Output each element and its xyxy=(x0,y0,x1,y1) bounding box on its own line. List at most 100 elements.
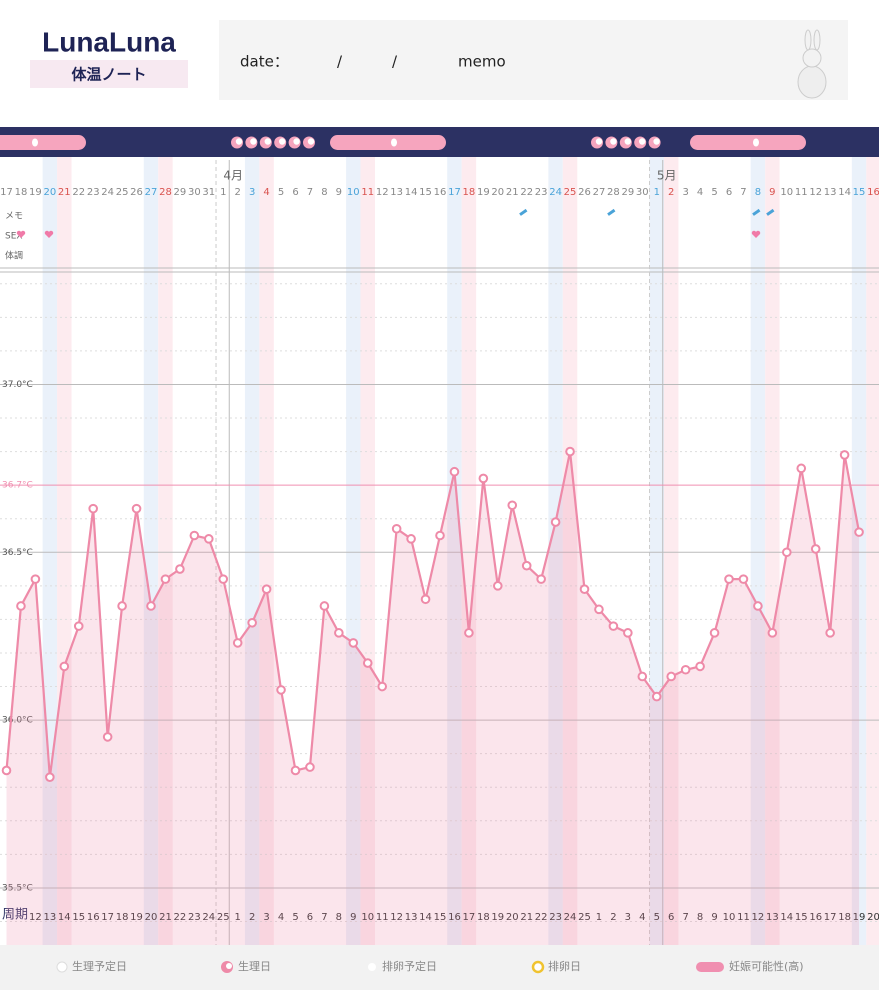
data-point xyxy=(276,685,286,695)
date-label: 5 xyxy=(278,187,284,198)
month-label: 4月 xyxy=(223,169,243,183)
data-point xyxy=(319,601,330,611)
period-icons xyxy=(231,136,661,149)
data-point xyxy=(666,671,677,682)
moon-icon xyxy=(610,138,617,145)
data-point xyxy=(59,661,70,672)
data-point xyxy=(478,473,489,484)
data-point xyxy=(680,664,691,675)
date-label: 21 xyxy=(506,187,519,198)
date-label: 22 xyxy=(520,187,533,198)
date-label: 17 xyxy=(0,187,13,198)
date-label: 26 xyxy=(130,187,143,198)
row-label: メモ xyxy=(5,212,23,222)
data-point xyxy=(305,762,315,772)
date-label: 28 xyxy=(607,187,620,198)
data-point xyxy=(420,594,431,605)
data-point xyxy=(204,534,214,544)
date-label: 28 xyxy=(159,187,172,198)
data-point xyxy=(131,503,142,514)
saturday-band xyxy=(750,157,766,945)
data-point xyxy=(449,466,460,477)
moon-icon xyxy=(595,138,603,145)
moon-icon xyxy=(293,138,300,145)
date-label: 3 xyxy=(249,187,255,198)
sunday-band xyxy=(158,157,173,945)
row-label: SEX xyxy=(5,232,23,242)
sunday-band xyxy=(562,157,578,945)
cycle-day-label: 12 xyxy=(29,912,42,923)
subtitle: 体温ノート xyxy=(71,66,146,84)
data-point xyxy=(348,638,359,648)
date-label: 31 xyxy=(202,187,215,198)
date-label: 6 xyxy=(726,187,732,198)
date-label: 17 xyxy=(448,187,461,198)
data-point xyxy=(1,765,12,776)
date-label: 14 xyxy=(838,187,851,198)
cycle-day-label: 18 xyxy=(477,912,490,923)
cycle-day-label: 23 xyxy=(549,912,562,923)
sunday-band xyxy=(765,157,780,945)
sunday-band xyxy=(360,157,375,945)
y-tick-label: 36.0°C xyxy=(2,716,33,726)
date-label: 7 xyxy=(307,187,313,198)
date-label: 8 xyxy=(755,187,761,198)
date-label: 4 xyxy=(263,187,269,198)
data-point xyxy=(189,530,200,541)
date-label: 23 xyxy=(535,187,548,198)
date-separator: / xyxy=(392,53,398,71)
subtitle-box xyxy=(30,60,188,88)
sunday-band xyxy=(866,157,879,945)
date-label: 2 xyxy=(668,187,674,198)
date-label: 25 xyxy=(116,187,129,198)
data-point xyxy=(796,463,807,474)
cycle-day-label: 8 xyxy=(697,912,703,923)
date-label: 27 xyxy=(145,187,158,198)
moon-icon xyxy=(307,138,315,145)
moon-icon xyxy=(624,138,631,145)
date-label: 9 xyxy=(336,187,342,198)
moon-icon xyxy=(639,138,646,145)
memo-box xyxy=(219,20,848,100)
data-point xyxy=(464,628,474,638)
cycle-day-label: 14 xyxy=(58,912,71,923)
cycle-day-label: 25 xyxy=(217,912,230,923)
data-point xyxy=(839,450,850,460)
cycle-day-label: 22 xyxy=(174,912,187,923)
cycle-day-label: 10 xyxy=(361,912,374,923)
data-point xyxy=(854,527,864,537)
cycle-day-label: 15 xyxy=(434,912,447,923)
cycle-day-label: 2 xyxy=(610,912,616,923)
data-point xyxy=(45,772,55,782)
data-point xyxy=(651,691,662,702)
date-label: 27 xyxy=(593,187,606,198)
cycle-day-label: 17 xyxy=(463,912,476,923)
cycle-day-label: 5 xyxy=(654,912,660,923)
y-tick-label: 36.5°C xyxy=(2,548,33,558)
area xyxy=(6,451,860,945)
memo-label: memo xyxy=(458,53,506,71)
data-point xyxy=(247,617,257,628)
date-label: 1 xyxy=(220,187,226,198)
cycle-day-label: 12 xyxy=(752,912,765,923)
cycle-day-label: 11 xyxy=(737,912,750,923)
cycle-day-label: 22 xyxy=(535,912,548,923)
date-label: 9 xyxy=(769,187,775,198)
date-label: 16 xyxy=(867,187,879,198)
saturday-band xyxy=(851,157,867,945)
data-point xyxy=(362,658,373,668)
data-point xyxy=(88,503,98,514)
date-label: 15 xyxy=(853,187,866,198)
cycle-day-label: 9 xyxy=(350,912,356,923)
sunday-band xyxy=(259,157,274,945)
data-point xyxy=(782,547,792,558)
legend-label: 生理日 xyxy=(238,959,271,973)
cycle-day-label: 18 xyxy=(838,912,851,923)
date-label: 2 xyxy=(235,187,241,198)
date-label: 22 xyxy=(72,187,85,198)
data-point xyxy=(73,621,84,631)
cycle-label: 周期 xyxy=(2,908,28,923)
data-point xyxy=(579,584,590,594)
data-point xyxy=(406,534,416,544)
cycle-day-label: 17 xyxy=(101,912,114,923)
